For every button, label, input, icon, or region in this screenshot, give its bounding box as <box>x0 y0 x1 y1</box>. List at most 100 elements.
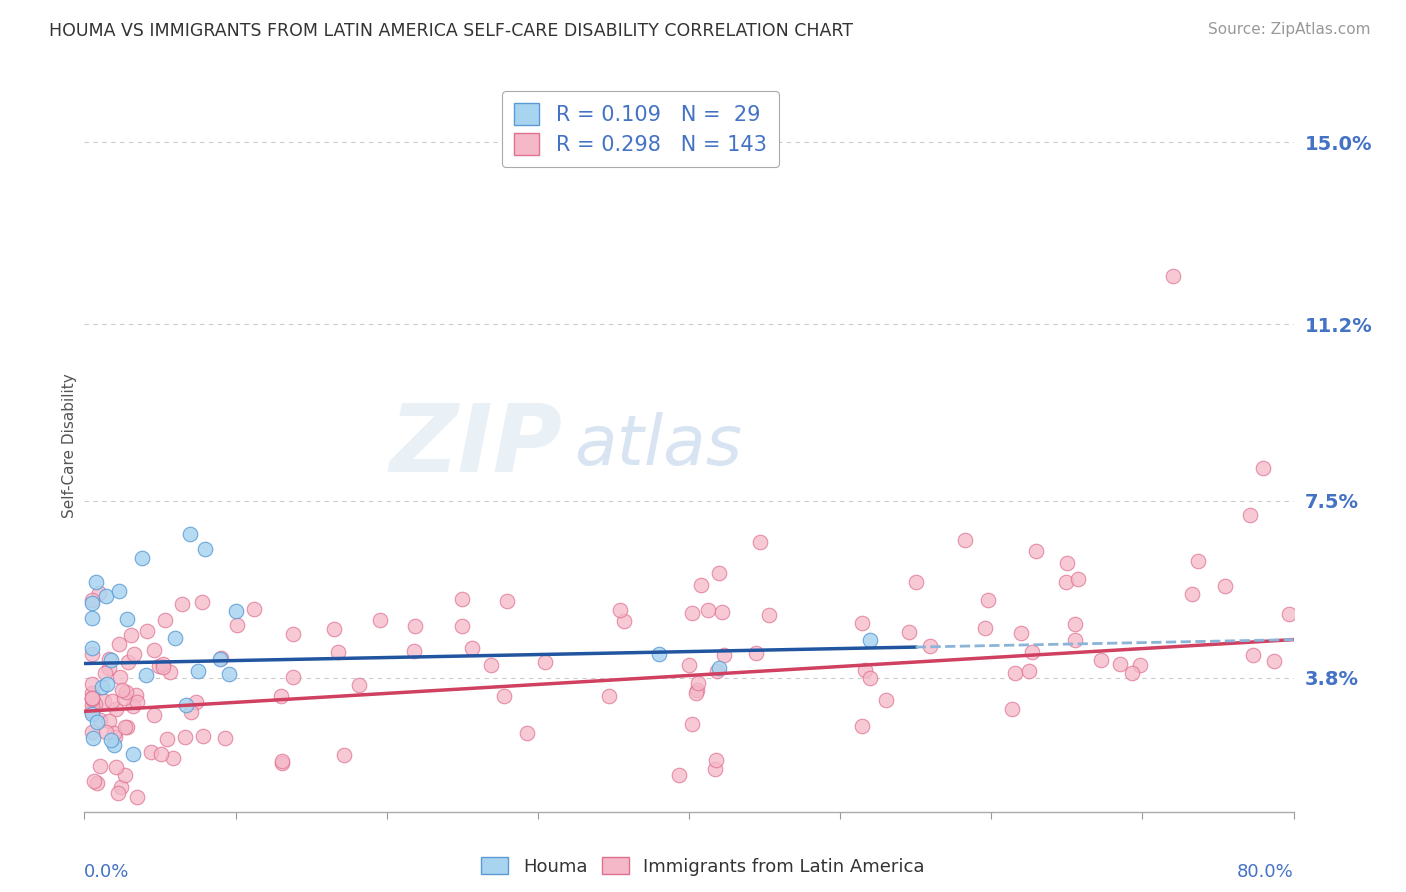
Point <box>332 748 354 763</box>
Point <box>697 603 720 617</box>
Point <box>180 705 202 719</box>
Point <box>1180 587 1202 601</box>
Point <box>191 594 214 608</box>
Point <box>80 698 103 713</box>
Point <box>120 628 142 642</box>
Point <box>97 714 120 729</box>
Point <box>139 745 162 759</box>
Point <box>1004 666 1026 681</box>
Point <box>187 665 209 679</box>
Legend: R = 0.109   N =  29, R = 0.298   N = 143: R = 0.109 N = 29, R = 0.298 N = 143 <box>502 91 779 168</box>
Legend: Houma, Immigrants from Latin America: Houma, Immigrants from Latin America <box>474 850 932 883</box>
Point <box>80 641 103 656</box>
Point <box>681 606 703 620</box>
Point <box>82 705 104 719</box>
Point <box>533 655 555 669</box>
Point <box>1018 664 1040 678</box>
Point <box>1067 572 1090 586</box>
Point <box>148 658 170 673</box>
Point <box>110 780 132 794</box>
Point <box>125 689 148 703</box>
Point <box>748 535 770 549</box>
Point <box>897 625 920 640</box>
Point <box>89 713 111 727</box>
Point <box>94 725 117 739</box>
Y-axis label: Self-Care Disability: Self-Care Disability <box>62 374 77 518</box>
Text: ZIP: ZIP <box>389 400 562 492</box>
Point <box>125 695 148 709</box>
Point <box>516 726 538 740</box>
Point <box>83 697 105 711</box>
Point <box>1025 544 1047 558</box>
Point <box>853 663 876 677</box>
Point <box>94 666 117 681</box>
Point <box>170 597 193 611</box>
Point <box>1129 657 1152 672</box>
Point <box>135 667 157 681</box>
Point <box>114 720 136 734</box>
Point <box>155 614 177 628</box>
Point <box>706 665 728 679</box>
Point <box>173 731 195 745</box>
Point <box>80 677 103 691</box>
Point <box>685 685 707 699</box>
Point <box>80 705 103 719</box>
Point <box>186 695 208 709</box>
Point <box>96 677 118 691</box>
Point <box>1161 269 1184 284</box>
Point <box>100 693 122 707</box>
Point <box>859 632 882 647</box>
Point <box>162 750 184 764</box>
Point <box>1263 654 1285 668</box>
Point <box>142 643 165 657</box>
Point <box>80 685 103 699</box>
Point <box>103 738 125 752</box>
Point <box>98 660 121 674</box>
Point <box>1241 648 1264 663</box>
Point <box>955 533 977 547</box>
Point <box>111 682 134 697</box>
Point <box>86 714 108 729</box>
Point <box>977 593 1000 607</box>
Point <box>80 692 103 706</box>
Point <box>114 767 136 781</box>
Point <box>89 586 111 600</box>
Point <box>1090 652 1112 666</box>
Point <box>89 759 111 773</box>
Point <box>136 624 159 638</box>
Point <box>710 605 733 619</box>
Point <box>690 578 713 592</box>
Point <box>149 747 172 762</box>
Point <box>349 678 371 692</box>
Point <box>117 612 139 626</box>
Point <box>108 584 131 599</box>
Point <box>86 775 108 789</box>
Point <box>125 790 148 805</box>
Point <box>80 596 103 610</box>
Point <box>117 656 139 670</box>
Point <box>107 786 129 800</box>
Text: 0.0%: 0.0% <box>84 863 129 881</box>
Point <box>104 730 127 744</box>
Point <box>104 760 127 774</box>
Point <box>84 575 107 590</box>
Point <box>270 755 292 769</box>
Point <box>1021 645 1043 659</box>
Point <box>214 731 236 745</box>
Point <box>209 650 232 665</box>
Point <box>143 707 166 722</box>
Point <box>115 685 138 699</box>
Text: 80.0%: 80.0% <box>1237 863 1294 881</box>
Point <box>243 601 266 615</box>
Point <box>80 593 103 607</box>
Point <box>492 689 515 703</box>
Point <box>1109 657 1132 672</box>
Point <box>598 689 620 703</box>
Point <box>681 716 703 731</box>
Point <box>83 773 105 788</box>
Point <box>82 731 104 745</box>
Point <box>668 768 690 782</box>
Point <box>226 618 249 632</box>
Point <box>851 616 873 631</box>
Point <box>131 551 153 566</box>
